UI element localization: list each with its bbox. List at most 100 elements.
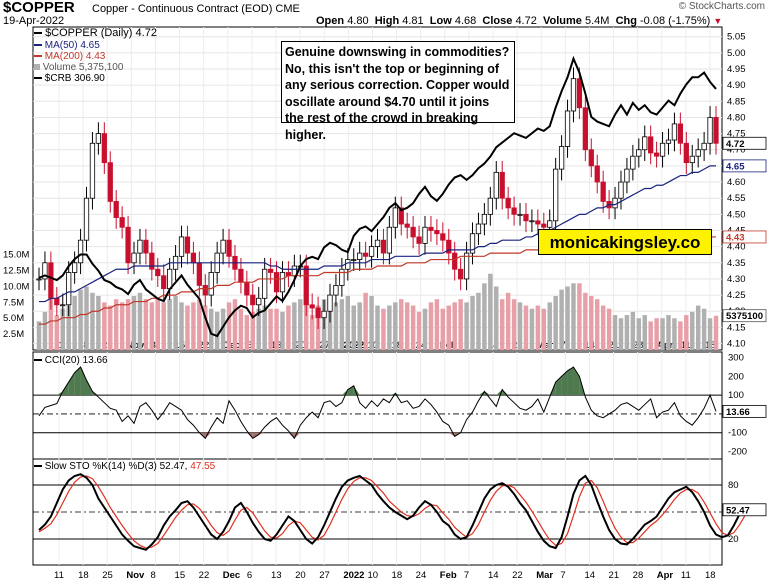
cci-overbought-fill (502, 389, 509, 396)
time-tick-label: Mar (536, 570, 553, 581)
candle-body (689, 155, 695, 164)
candle-body (196, 262, 202, 286)
time-tick-label: 14 (488, 340, 499, 351)
volume-bar (345, 296, 351, 350)
time-tick-label: Nov (126, 570, 145, 581)
quote-bar: Open 4.80 High 4.81 Low 4.68 Close 4.72 … (316, 15, 722, 27)
last-close-flag: 4.72 (726, 139, 745, 150)
candle-body (469, 233, 476, 254)
cci-overbought-fill (561, 370, 568, 396)
volume-bar (232, 299, 238, 350)
volume-bar (618, 318, 624, 350)
volume-bar (458, 299, 463, 350)
volume-bar (559, 289, 564, 350)
candle-body (315, 307, 321, 319)
price-tick-label: 4.75 (727, 129, 746, 140)
volume-bar (72, 296, 77, 350)
legend-volume-label: Volume 5,375,100 (42, 62, 124, 73)
volume-bar (529, 308, 535, 350)
volume-bar (155, 299, 160, 350)
legend-crb-swatch (34, 77, 42, 80)
volume-bar (517, 302, 523, 350)
candle-body (529, 220, 535, 223)
volume-bar (220, 308, 226, 350)
candle-body (463, 252, 470, 280)
volume-bar (381, 308, 386, 350)
volume-bar (595, 299, 600, 350)
volume-bar (541, 308, 547, 350)
volume-bar (523, 305, 529, 350)
price-tick-label: 4.35 (727, 258, 746, 269)
volume-tick-label: 10.0M (3, 281, 29, 292)
candle-body (42, 262, 48, 280)
volume-bar (250, 311, 256, 350)
last-cci-flag-bg (722, 404, 767, 418)
volume-label: Volume (542, 15, 582, 27)
chart-date: 19-Apr-2022 (3, 15, 65, 27)
volume-bar (505, 292, 511, 350)
candle-body (362, 252, 369, 257)
candle-body (357, 252, 363, 260)
time-tick-label: Feb (440, 570, 457, 581)
volume-bar (695, 305, 701, 350)
candle-body (262, 268, 268, 299)
candle-body (167, 268, 173, 290)
legend-ma200-swatch (34, 55, 42, 58)
brand-credit: © StockCharts.com (678, 1, 765, 12)
volume-bar (422, 308, 428, 350)
volume-bar (173, 296, 178, 350)
legend-main: $COPPER (Daily) 4.72 (34, 27, 157, 39)
volume-bar (161, 302, 166, 350)
candle-body (600, 181, 606, 202)
last-volume-flag-bg (722, 309, 767, 323)
volume-bar (660, 318, 665, 350)
volume-bar (36, 321, 42, 350)
volume-bar (393, 302, 398, 350)
volume-bar (191, 302, 196, 350)
candle-body (558, 146, 565, 170)
candle-body (48, 262, 54, 299)
candle-body (398, 207, 404, 225)
price-tick-label: 4.85 (727, 96, 746, 107)
volume-bar (511, 299, 517, 350)
volume-bar (583, 292, 588, 350)
candle-body (636, 149, 642, 157)
candle-body (256, 297, 262, 306)
volume-bar (357, 302, 362, 350)
time-tick-label: 6 (247, 570, 252, 581)
watermark-badge: monicakingsley.co (538, 229, 712, 255)
volume-bar (636, 318, 642, 350)
legend-sto-d-value: 47.55 (190, 461, 216, 472)
candle-body (505, 197, 511, 209)
time-tick-label: 15 (175, 570, 186, 581)
legend-ma50-swatch (34, 44, 42, 47)
candle-body (202, 284, 208, 296)
volume-bar (90, 292, 95, 350)
time-tick-label: 22 (512, 340, 523, 351)
candle-body (66, 272, 72, 306)
cci-line (38, 366, 717, 440)
last-ma50-flag: 4.65 (726, 161, 745, 172)
volume-bar (84, 286, 89, 350)
volume-bar (214, 311, 220, 350)
volume-bar (298, 299, 303, 350)
volume-bar (137, 292, 143, 350)
candle-body (523, 213, 529, 222)
candle-body (149, 252, 155, 270)
cci-overbought-fill (353, 385, 360, 396)
price-tick-label: 4.15 (727, 322, 746, 333)
sto-k-line (38, 473, 747, 551)
legend-ma50: MA(50) 4.65 (34, 40, 100, 51)
open-value: 4.80 (347, 15, 369, 27)
time-tick-label: 7 (464, 570, 469, 581)
candle-body (659, 142, 666, 157)
time-tick-label: 11 (681, 570, 691, 581)
volume-bar (630, 311, 636, 350)
candle-body (72, 262, 78, 273)
candle-body (618, 181, 624, 199)
candle-body (83, 197, 90, 241)
down-triangle-icon: ▼ (713, 16, 723, 26)
candle-body (208, 272, 214, 296)
candle-body (428, 226, 434, 231)
candle-body (624, 168, 630, 183)
